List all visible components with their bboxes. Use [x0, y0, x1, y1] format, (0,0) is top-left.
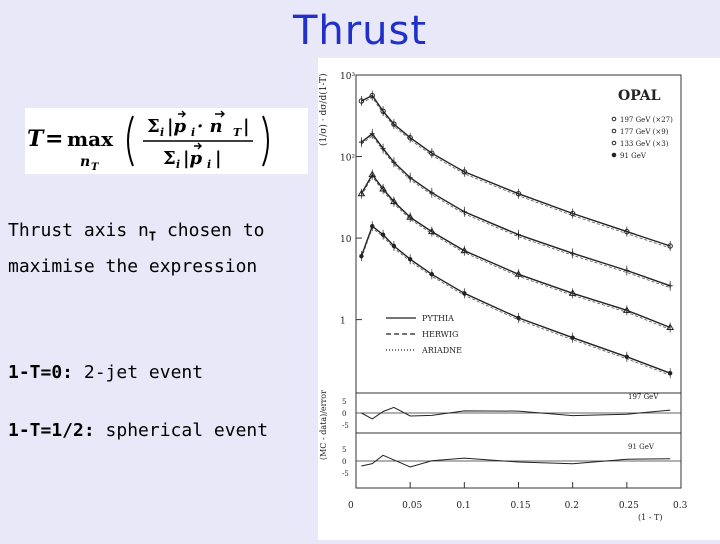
legend-entry: 91 GeV: [620, 152, 647, 160]
svg-text:|p: |p: [183, 148, 203, 169]
x-tick-label: 0.05: [402, 501, 422, 511]
ratio-tick-label: 5: [342, 446, 346, 454]
svg-text:T: T: [91, 162, 100, 173]
svg-text:|: |: [215, 148, 222, 169]
generator-legend-label: HERWIG: [422, 330, 458, 339]
series-line: [360, 225, 671, 374]
ratio-frame-91: [355, 432, 682, 489]
generator-legend-label: PYTHIA: [422, 314, 454, 323]
spherical-line: 1-T=1/2: spherical event: [8, 420, 269, 441]
ratio-panel-label: 91 GeV: [628, 443, 655, 451]
ratio-panel-label: 197 GeV: [628, 393, 659, 401]
x-tick-label: 0.25: [619, 501, 639, 511]
series-line: [360, 173, 671, 329]
opal-thrust-plot: 10³ 10² 10 1 0 0.05 0.1 0.15 0.2 0.25 0.3 197 GeV…: [318, 58, 720, 540]
thrust-formula: T = max n T Σ i |p i · n T | Σ i |p i |: [25, 108, 308, 174]
x-tick-label: 0.2: [565, 501, 579, 511]
formula-max: max: [67, 127, 114, 151]
formula-lhs: T: [27, 126, 45, 152]
y-axis-label: (1/σ) · dσ/d(1-T): [318, 73, 329, 146]
legend-entry: 177 GeV (×9): [620, 128, 669, 136]
ratio-axis-label: (MC - data)/error: [319, 390, 328, 460]
svg-text:Σ: Σ: [163, 148, 176, 169]
formula-max-sub: n: [80, 154, 90, 170]
legend-entry: 197 GeV (×27): [620, 116, 673, 124]
series-line-alt: [361, 227, 671, 376]
legend-marker: [611, 140, 617, 146]
svg-text:i: i: [207, 158, 211, 171]
svg-text:=: =: [45, 126, 63, 152]
ratio-tick-label: 5: [342, 398, 346, 406]
svg-text:i: i: [176, 158, 180, 171]
generator-legend-label: ARIADNE: [421, 346, 462, 355]
svg-text:i: i: [160, 126, 164, 139]
series-line-alt: [361, 175, 671, 330]
slide-title: Thrust: [292, 8, 428, 54]
legend-marker: [611, 128, 617, 134]
x-axis-label: (1 - T): [638, 513, 662, 522]
x-tick-label: 0.3: [673, 501, 688, 511]
y-tick-label: 10³: [340, 72, 355, 82]
svg-text:· n: · n: [197, 116, 223, 137]
y-tick-label: 1: [340, 317, 346, 327]
svg-text:T: T: [233, 126, 242, 139]
ratio-tick-label: -5: [342, 422, 349, 430]
legend-marker: [611, 116, 617, 122]
legend-marker: [611, 152, 617, 158]
two-jet-line: 1-T=0: 2-jet event: [8, 362, 204, 383]
y-tick-label: 10²: [340, 154, 355, 164]
svg-text:i: i: [191, 126, 195, 139]
svg-text:Σ: Σ: [147, 116, 160, 137]
x-tick-label: 0.1: [456, 501, 470, 511]
x-tick-label: 0: [348, 501, 354, 511]
legend-entry: 133 GeV (×3): [620, 140, 669, 148]
x-tick-label: 0.15: [511, 501, 531, 511]
axis-text-line1: Thrust axis nT chosen to: [8, 220, 265, 244]
ratio-tick-label: 0: [342, 410, 346, 418]
axis-text-line2: maximise the expression: [8, 256, 258, 277]
ratio-line: [361, 406, 671, 420]
series-line-alt: [361, 135, 671, 289]
svg-text:|p: |p: [167, 116, 187, 137]
ratio-tick-label: -5: [342, 470, 349, 478]
ratio-line: [361, 454, 671, 468]
svg-text:|: |: [243, 116, 250, 137]
ratio-tick-label: 0: [342, 458, 346, 466]
y-tick-label: 10: [340, 235, 352, 245]
chart-title: OPAL: [618, 88, 661, 104]
